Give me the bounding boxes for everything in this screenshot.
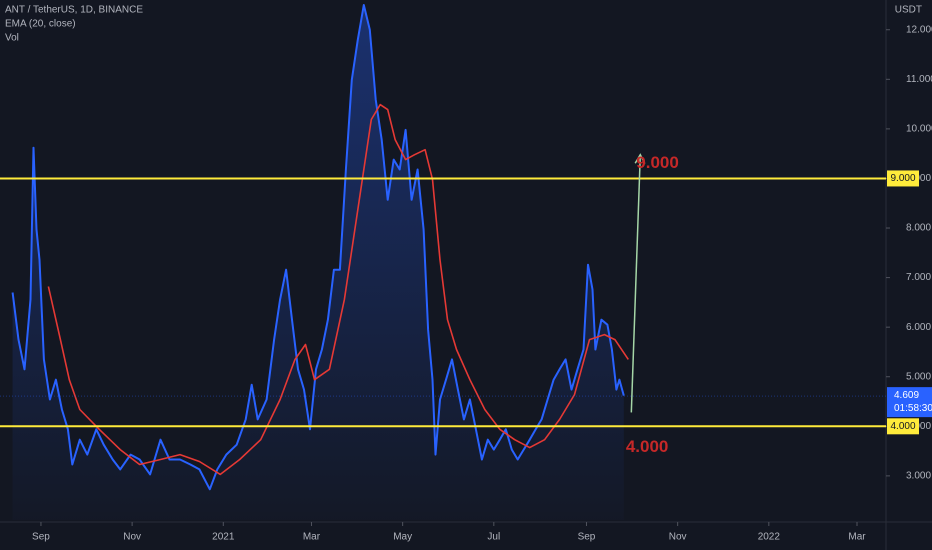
current-price-label: 4.609 <box>894 390 919 401</box>
x-tick-label: Mar <box>848 532 866 543</box>
series-line <box>11 4 625 491</box>
indicator-label: Vol <box>5 33 19 44</box>
x-tick-label: May <box>393 532 412 543</box>
x-tick-label: Jul <box>487 532 500 543</box>
level-label-box <box>887 418 919 435</box>
x-tick-label: 2022 <box>758 532 781 543</box>
x-tick-label: Nov <box>123 532 141 543</box>
annotation: 9.000 <box>636 153 679 172</box>
y-tick-label: 10.000 <box>906 124 932 135</box>
annotation: 4.000 <box>626 437 669 456</box>
indicator-label: EMA (20, close) <box>5 19 76 30</box>
level-label: 4.000 <box>890 421 915 432</box>
level-label-box <box>887 170 919 187</box>
y-tick-label: 11.000 <box>906 74 932 85</box>
x-tick-label: Sep <box>32 532 50 543</box>
current-price-box <box>887 387 932 418</box>
y-tick-label: 7.000 <box>906 272 931 283</box>
plot-area <box>0 4 886 520</box>
arrow-head <box>634 153 646 164</box>
area <box>12 5 624 520</box>
symbol-title: ANT / TetherUS, 1D, BINANCE <box>5 5 143 16</box>
level-label: 9.000 <box>890 173 915 184</box>
currency-label: USDT <box>895 5 922 16</box>
arrow-shaft <box>630 154 642 413</box>
y-tick-label: 5.000 <box>906 371 931 382</box>
y-tick-label: 6.000 <box>906 322 931 333</box>
y-tick-label: 8.000 <box>906 223 931 234</box>
series-line <box>47 103 629 476</box>
x-tick-label: Sep <box>578 532 596 543</box>
x-tick-label: Mar <box>303 532 321 543</box>
x-tick-label: Nov <box>669 532 687 543</box>
y-tick-label: 12.000 <box>906 24 932 35</box>
countdown-label: 01:58:30 <box>894 403 932 414</box>
x-tick-label: 2021 <box>212 532 235 543</box>
y-tick-label: 3.000 <box>906 471 931 482</box>
